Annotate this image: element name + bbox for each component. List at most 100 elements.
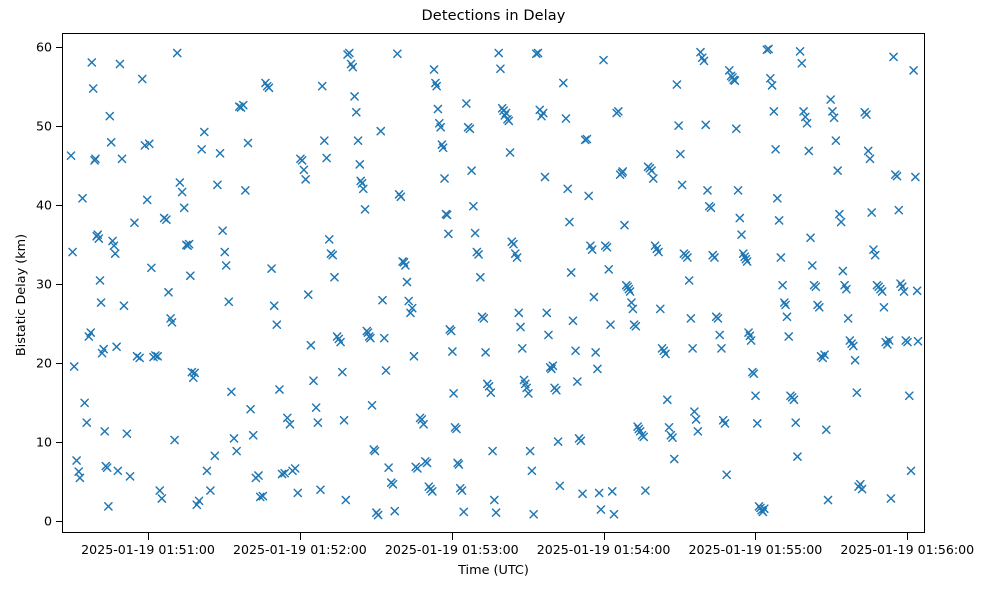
scatter-point xyxy=(745,331,755,341)
scatter-point xyxy=(474,250,483,259)
scatter-point xyxy=(624,284,634,294)
x-tick-mark xyxy=(907,533,909,540)
scatter-point xyxy=(566,268,576,277)
scatter-point xyxy=(452,424,461,434)
scatter-point xyxy=(654,247,663,257)
x-tick-label: 2025-01-19 01:51:00 xyxy=(81,542,215,557)
scatter-point xyxy=(684,276,694,285)
scatter-point xyxy=(194,496,204,506)
scatter-point xyxy=(696,47,705,57)
scatter-point xyxy=(647,166,656,175)
scatter-series xyxy=(66,44,923,520)
scatter-point xyxy=(254,471,263,480)
scatter-point xyxy=(909,66,918,75)
scatter-point xyxy=(491,508,501,517)
scatter-point xyxy=(422,458,432,468)
scatter-point xyxy=(892,171,902,181)
x-tick-label: 2025-01-19 01:54:00 xyxy=(536,542,671,557)
scatter-point xyxy=(122,429,132,439)
scatter-point xyxy=(555,481,565,491)
scatter-point xyxy=(328,250,338,260)
scatter-point xyxy=(806,233,815,243)
scatter-point xyxy=(142,195,152,205)
scatter-point xyxy=(144,139,154,149)
scatter-point xyxy=(751,391,760,401)
x-axis-label: Time (UTC) xyxy=(458,563,529,578)
scatter-point xyxy=(135,353,144,363)
scatter-point xyxy=(606,320,615,330)
scatter-point xyxy=(433,104,443,114)
scatter-point xyxy=(563,184,573,194)
scatter-point xyxy=(72,456,81,465)
scatter-point xyxy=(351,107,361,117)
scatter-point xyxy=(96,298,106,307)
scatter-point xyxy=(373,510,383,520)
scatter-point xyxy=(316,485,325,495)
scatter-point xyxy=(115,59,125,69)
scatter-point xyxy=(91,154,100,164)
scatter-point xyxy=(172,48,182,58)
scatter-point xyxy=(623,282,632,292)
scatter-point xyxy=(419,419,428,429)
scatter-point xyxy=(706,203,716,213)
y-tick-label: 50 xyxy=(35,118,52,134)
scatter-point xyxy=(170,435,179,445)
scatter-point xyxy=(229,434,239,443)
scatter-point xyxy=(285,419,295,429)
scatter-point xyxy=(320,136,329,145)
scatter-point xyxy=(784,332,794,341)
scatter-point xyxy=(99,344,108,354)
scatter-point xyxy=(838,266,848,276)
scatter-point xyxy=(407,303,417,313)
scatter-point xyxy=(625,287,635,296)
scatter-point xyxy=(879,302,889,312)
scatter-point xyxy=(446,326,456,336)
scatter-point xyxy=(713,314,723,323)
scatter-point xyxy=(639,432,649,442)
scatter-point xyxy=(384,463,393,472)
scatter-point xyxy=(693,426,703,436)
scatter-point xyxy=(542,308,552,318)
y-tick-mark xyxy=(55,442,62,444)
x-tick-label: 2025-01-19 01:56:00 xyxy=(840,542,975,557)
scatter-point xyxy=(525,446,535,456)
scatter-point xyxy=(341,495,351,505)
scatter-point xyxy=(856,479,865,489)
scatter-point xyxy=(153,351,162,361)
scatter-point xyxy=(773,193,782,203)
y-tick-mark xyxy=(55,521,62,523)
scatter-point xyxy=(75,473,85,483)
scatter-point xyxy=(903,337,912,347)
scatter-point xyxy=(863,146,873,156)
scatter-point xyxy=(476,272,485,282)
x-tick-mark xyxy=(755,533,757,540)
scatter-point xyxy=(215,148,225,158)
scatter-point xyxy=(766,73,775,83)
scatter-point xyxy=(897,282,907,292)
scatter-point xyxy=(867,208,877,217)
scatter-point xyxy=(227,387,236,397)
scatter-point xyxy=(620,220,629,230)
scatter-point xyxy=(246,404,255,414)
scatter-point xyxy=(628,304,638,314)
scatter-point xyxy=(221,261,231,270)
scatter-point xyxy=(190,368,200,378)
scatter-point xyxy=(82,418,92,427)
scatter-point xyxy=(767,81,777,90)
scatter-point xyxy=(179,203,189,213)
scatter-point xyxy=(593,364,602,374)
y-axis-tick-labels: 0 10 20 30 40 50 60 xyxy=(0,0,52,590)
scatter-point xyxy=(297,156,307,165)
scatter-point xyxy=(690,407,699,416)
y-tick-mark xyxy=(55,284,62,286)
scatter-point xyxy=(715,330,725,340)
scatter-point xyxy=(164,287,173,297)
scatter-point xyxy=(348,62,358,72)
y-tick-label: 30 xyxy=(35,276,52,292)
scatter-point xyxy=(587,245,597,254)
scatter-point xyxy=(137,74,147,84)
scatter-point xyxy=(272,320,282,330)
scatter-point xyxy=(199,127,209,137)
scatter-point xyxy=(737,230,746,239)
